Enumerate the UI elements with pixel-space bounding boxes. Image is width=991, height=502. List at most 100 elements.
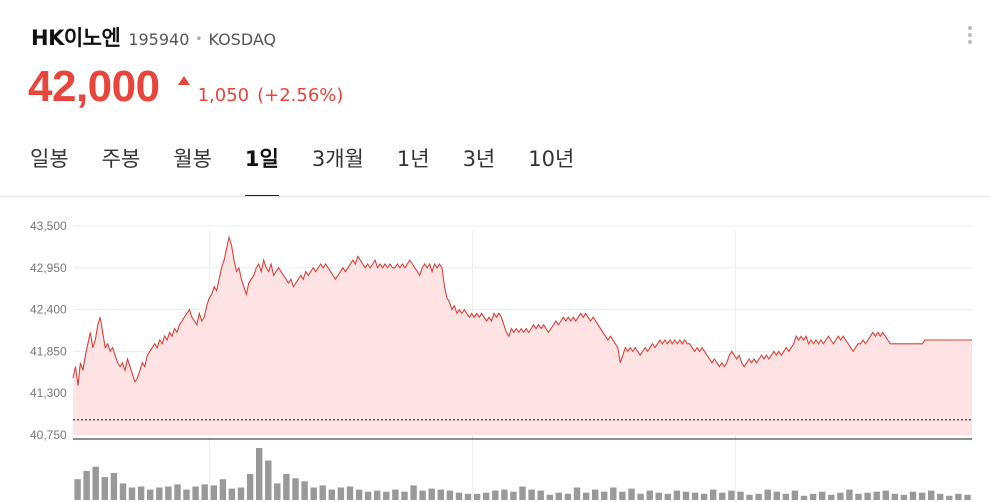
volume-bar bbox=[819, 491, 826, 500]
y-tick-label: 41,300 bbox=[30, 386, 67, 400]
up-arrow-icon bbox=[177, 76, 190, 85]
volume-bar bbox=[564, 493, 572, 500]
volume-bar bbox=[646, 490, 653, 500]
volume-bar bbox=[437, 489, 444, 500]
volume-bar bbox=[346, 486, 354, 500]
price-change-percent: (+2.56%) bbox=[257, 85, 344, 106]
y-tick-label: 42,950 bbox=[30, 261, 67, 275]
tab-6[interactable]: 3년 bbox=[462, 147, 496, 171]
tab-0[interactable]: 일봉 bbox=[30, 147, 69, 171]
volume-bar bbox=[601, 491, 608, 500]
volume-bar bbox=[256, 448, 263, 500]
volume-bar bbox=[755, 493, 762, 500]
volume-bar bbox=[546, 494, 553, 500]
stock-header: HK이노엔 195940 • KOSDAQ bbox=[31, 22, 276, 52]
price-area bbox=[73, 237, 972, 435]
volume-bar bbox=[728, 490, 735, 500]
volume-bar bbox=[119, 483, 127, 500]
volume-bar bbox=[492, 490, 499, 500]
volume-bar bbox=[519, 486, 526, 500]
volume-bar bbox=[428, 488, 435, 500]
stock-code: 195940 bbox=[128, 30, 190, 49]
volume-bar bbox=[946, 495, 953, 500]
volume-bar bbox=[219, 479, 227, 500]
current-price: 42,000 bbox=[28, 62, 160, 111]
volume-bar bbox=[582, 492, 590, 500]
volume-bar bbox=[628, 488, 635, 500]
volume-bar bbox=[101, 477, 108, 500]
volume-bar bbox=[446, 490, 454, 500]
volume-bar bbox=[165, 486, 172, 500]
volume-bar bbox=[773, 491, 780, 500]
volume-bar bbox=[800, 495, 808, 500]
volume-bar bbox=[891, 493, 898, 500]
volume-bar bbox=[292, 478, 299, 500]
tab-7[interactable]: 10년 bbox=[528, 147, 575, 171]
volume-bar bbox=[464, 493, 472, 500]
volume-bar bbox=[392, 489, 399, 500]
volume-bar bbox=[964, 494, 971, 500]
stock-name: HK이노엔 bbox=[31, 26, 121, 50]
volume-bar bbox=[473, 493, 481, 500]
volume-bar bbox=[483, 492, 490, 500]
y-tick-label: 43,500 bbox=[30, 219, 67, 233]
volume-bar bbox=[691, 492, 699, 500]
volume-bar bbox=[673, 490, 681, 500]
volume-bar bbox=[92, 466, 99, 500]
volume-bar bbox=[592, 489, 599, 500]
volume-bar bbox=[510, 491, 517, 500]
volume-bar bbox=[846, 489, 853, 500]
volume-bar bbox=[110, 473, 118, 500]
tab-5[interactable]: 1년 bbox=[396, 147, 430, 171]
volume-bar bbox=[301, 481, 308, 500]
volume-bar bbox=[174, 484, 181, 500]
volume-bar bbox=[655, 492, 662, 500]
volume-bar bbox=[83, 470, 90, 500]
volume-bar bbox=[183, 489, 190, 500]
price-area-layer bbox=[72, 235, 972, 435]
more-options-icon[interactable] bbox=[963, 26, 977, 48]
volume-bar bbox=[192, 486, 199, 500]
volume-bar bbox=[364, 491, 372, 500]
volume-bar bbox=[837, 492, 844, 500]
volume-bar bbox=[937, 493, 944, 500]
volume-bar bbox=[137, 486, 145, 500]
y-tick-label: 40,750 bbox=[30, 428, 67, 442]
y-tick-label: 41,850 bbox=[30, 344, 67, 358]
y-tick-label: 42,400 bbox=[30, 303, 67, 317]
volume-bar bbox=[928, 490, 935, 500]
volume-bar bbox=[710, 489, 717, 500]
volume-bar bbox=[809, 493, 817, 500]
volume-bar bbox=[828, 494, 835, 500]
volume-bar bbox=[310, 487, 317, 500]
volume-bar bbox=[573, 487, 581, 500]
volume-bar bbox=[319, 485, 326, 500]
y-axis-ticks: 43,500 42,950 42,400 41,850 41,300 40,750 bbox=[30, 219, 67, 442]
tab-2[interactable]: 월봉 bbox=[173, 147, 212, 171]
volume-bar bbox=[383, 491, 390, 500]
volume-bar bbox=[237, 487, 245, 500]
period-tabs: 일봉 주봉 월봉 1일 3개월 1년 3년 10년 bbox=[30, 143, 607, 197]
volume-bar bbox=[555, 492, 562, 500]
market-name: KOSDAQ bbox=[208, 30, 277, 49]
tab-3[interactable]: 1일 bbox=[244, 143, 279, 197]
volume-bar bbox=[900, 494, 908, 500]
tab-1[interactable]: 주봉 bbox=[101, 147, 141, 171]
volume-bar bbox=[664, 493, 671, 500]
price-chart: 43,500 42,950 42,400 41,850 41,300 40,750 bbox=[30, 219, 972, 502]
volume-bar bbox=[374, 490, 381, 500]
volume-bar bbox=[737, 491, 744, 500]
volume-bar bbox=[74, 479, 81, 500]
separator-dot: • bbox=[195, 32, 203, 46]
volume-bar bbox=[909, 491, 917, 500]
volume-bar bbox=[274, 483, 281, 500]
volume-bar bbox=[882, 490, 889, 500]
volume-bar bbox=[501, 489, 508, 500]
volume-bar bbox=[355, 489, 363, 500]
volume-bar bbox=[455, 492, 463, 500]
tab-4[interactable]: 3개월 bbox=[311, 147, 364, 171]
volume-bar bbox=[147, 489, 154, 500]
volume-bar bbox=[610, 487, 617, 500]
volume-bar bbox=[955, 493, 962, 500]
volume-bar bbox=[873, 491, 880, 500]
